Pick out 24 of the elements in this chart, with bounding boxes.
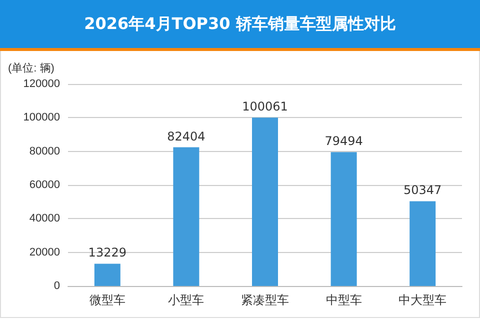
x-tick-label: 微型车 xyxy=(89,293,126,307)
data-label: 82404 xyxy=(167,129,206,144)
y-axis-title: (单位: 辆) xyxy=(8,62,54,74)
bar xyxy=(410,201,436,286)
x-tick-label: 小型车 xyxy=(168,293,204,307)
y-tick-label: 0 xyxy=(54,280,60,292)
y-tick-label: 40000 xyxy=(29,212,60,225)
y-tick-label: 120000 xyxy=(23,78,60,90)
y-tick-label: 60000 xyxy=(29,179,60,191)
chart-title: 2026年4月TOP30 轿车销量车型属性对比 xyxy=(0,0,480,51)
bar xyxy=(330,152,357,286)
y-tick-label: 80000 xyxy=(29,145,60,158)
data-label: 79494 xyxy=(324,134,363,148)
data-label: 50347 xyxy=(404,183,442,198)
data-label: 13229 xyxy=(88,246,126,260)
y-tick-label: 20000 xyxy=(29,246,60,258)
x-tick-label: 中大型车 xyxy=(398,293,447,307)
x-tick-label: 紧凑型车 xyxy=(241,293,289,307)
bar xyxy=(252,118,278,286)
bar xyxy=(94,264,120,286)
x-tick-label: 中型车 xyxy=(326,293,362,307)
bar xyxy=(173,147,200,286)
data-label: 100061 xyxy=(242,100,288,114)
y-tick-label: 100000 xyxy=(23,112,60,124)
